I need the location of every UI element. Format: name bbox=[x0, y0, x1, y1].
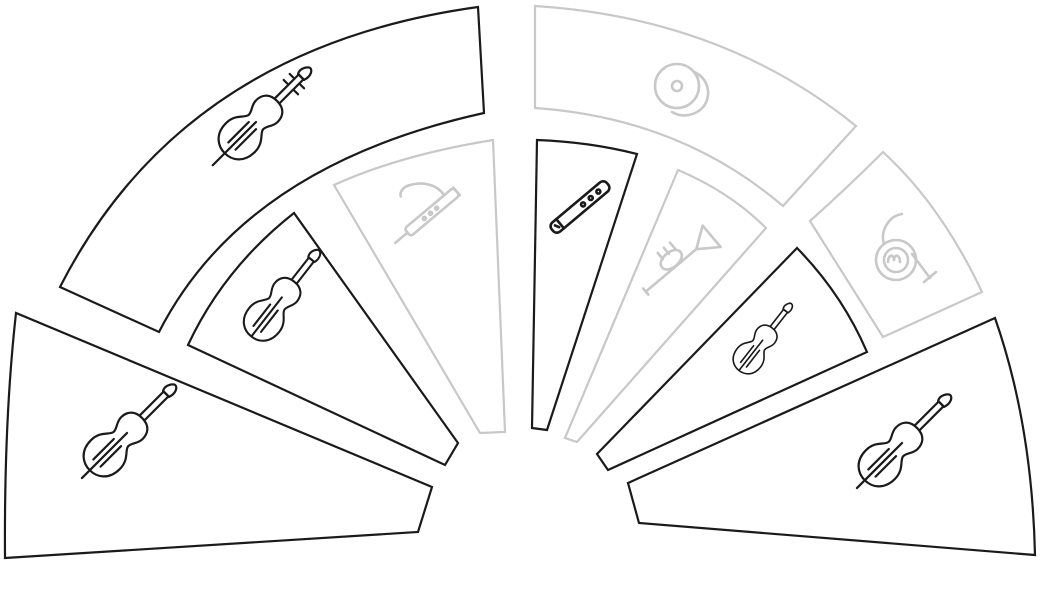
flute-icon bbox=[549, 180, 611, 234]
segment-shape bbox=[808, 150, 984, 339]
bassoon-icon bbox=[393, 182, 462, 245]
french-horn-icon bbox=[874, 212, 938, 284]
segment-shape bbox=[58, 5, 486, 334]
segment-shape bbox=[563, 168, 768, 444]
violin-icon bbox=[80, 383, 178, 480]
segment-violin-outer-left[interactable] bbox=[3, 311, 434, 560]
trumpet-icon bbox=[641, 224, 722, 296]
segment-cello[interactable] bbox=[58, 5, 486, 334]
violin-icon bbox=[855, 393, 953, 490]
segment-trumpet[interactable] bbox=[563, 168, 768, 444]
violin-icon bbox=[242, 248, 322, 342]
segment-shape bbox=[3, 311, 434, 560]
segment-shape bbox=[626, 316, 1037, 557]
segment-shape bbox=[595, 246, 869, 472]
segment-flute[interactable] bbox=[530, 138, 639, 432]
violin-icon bbox=[732, 302, 794, 375]
segment-shape bbox=[530, 138, 639, 432]
segment-shape bbox=[186, 211, 460, 467]
segment-bassoon[interactable] bbox=[332, 138, 507, 435]
segment-violin-middle-right[interactable] bbox=[595, 246, 869, 472]
segment-shape bbox=[332, 138, 507, 435]
segment-french-horn[interactable] bbox=[808, 150, 984, 339]
segment-cymbals[interactable] bbox=[533, 4, 858, 208]
segment-shape bbox=[533, 4, 858, 208]
cymbals-icon bbox=[653, 62, 710, 117]
cello-icon bbox=[211, 66, 313, 167]
segment-violin-outer-right[interactable] bbox=[626, 316, 1037, 557]
segment-violin-middle-left[interactable] bbox=[186, 211, 460, 467]
